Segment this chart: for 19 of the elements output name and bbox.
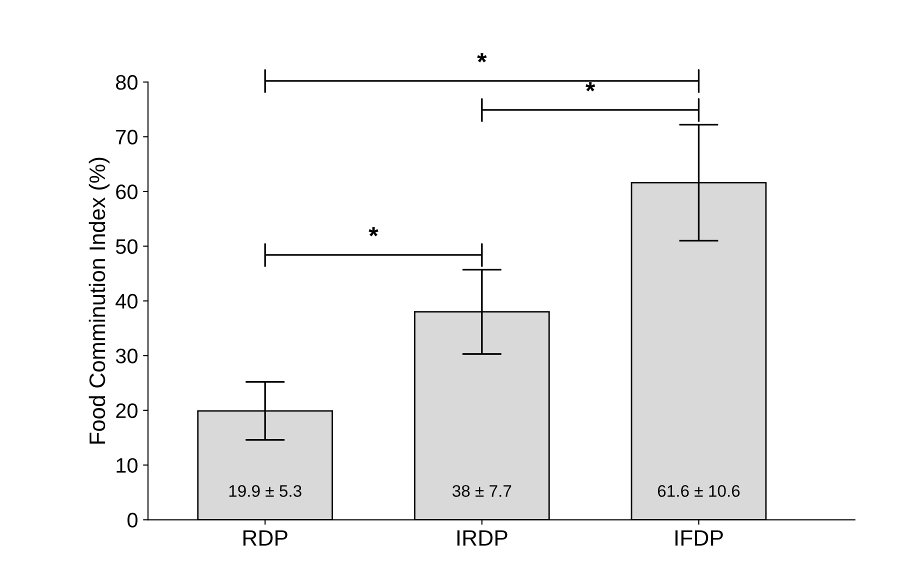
annotation: * [586,82,596,92]
y-tick-label: 70 [116,130,138,145]
x-tick-label: IRDP [457,530,508,546]
y-tick-label: 10 [116,458,138,473]
y-tick-label: 20 [116,403,138,418]
annotation: * [368,227,378,236]
x-tick-label: RDP [243,530,288,546]
data-label: 38 ± 7.7 [452,485,512,497]
y-axis-title: Food Comminution Index (%) [88,158,110,444]
text: * [477,53,487,62]
y-tick-label: 0 [128,512,138,528]
y-tick-label: 30 [116,348,138,364]
y-tick-label: 40 [116,294,138,309]
data-label: 61.6 ± 10.6 [658,485,740,497]
data-label: 19.9 ± 5.3 [229,485,302,497]
y-tick-label: 60 [116,184,138,200]
y-tick-label: 50 [116,239,138,254]
y-tick-label: 80 [116,75,138,90]
x-tick-label: IFDP [675,530,723,546]
